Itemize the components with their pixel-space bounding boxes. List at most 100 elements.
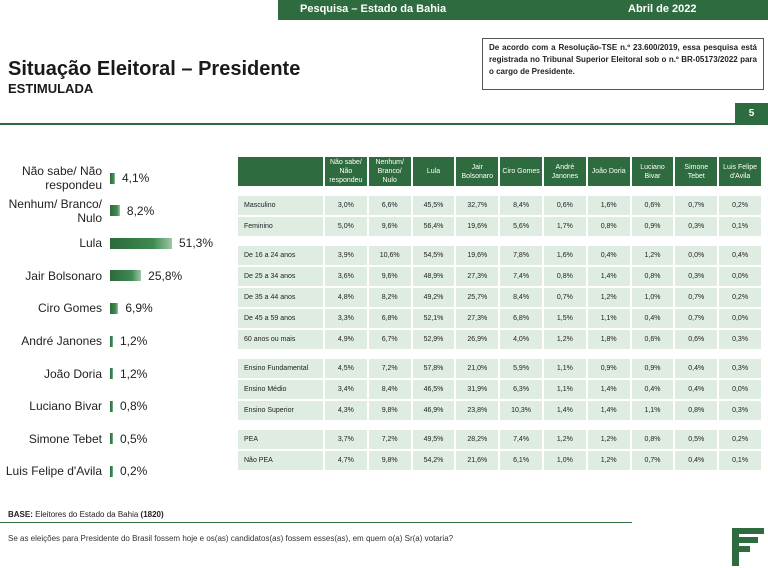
column-header: Não sabe/ Não respondeu xyxy=(325,157,367,186)
table-cell: 21,6% xyxy=(456,451,499,470)
table-cell: 0,8% xyxy=(543,267,586,286)
column-header: Jair Bolsonaro xyxy=(456,157,499,186)
table-cell: 0,4% xyxy=(631,309,674,328)
table-cell: 1,6% xyxy=(543,246,586,265)
table-cell: 9,6% xyxy=(368,267,411,286)
table-cell: 1,2% xyxy=(543,330,586,349)
table-cell: 0,3% xyxy=(675,267,718,286)
table-row: Ensino Médio 3,4% 8,4% 46,5% 31,9% 6,3% 1,1% 1,… xyxy=(238,380,761,399)
header-divider xyxy=(0,123,735,125)
table-row: 60 anos ou mais 4,9% 6,7% 52,9% 26,9% 4,0% 1,2… xyxy=(238,330,761,349)
table-cell: 1,2% xyxy=(631,246,674,265)
row-label: De 16 a 24 anos xyxy=(238,246,323,265)
table-cell: 8,4% xyxy=(368,380,411,399)
category-label: Lula xyxy=(79,236,102,251)
table-cell: 0,2% xyxy=(719,430,761,449)
column-header: Lula xyxy=(412,157,455,186)
group-spacer xyxy=(238,188,761,194)
table-cell: 6,3% xyxy=(500,380,542,399)
table-cell: 4,8% xyxy=(325,288,367,307)
table-cell: 0,4% xyxy=(719,246,761,265)
base-count: (1820) xyxy=(140,510,164,519)
base-text: Eleitores do Estado da Bahia xyxy=(35,510,139,519)
data-label: 1,2% xyxy=(120,366,148,381)
table-cell: 8,4% xyxy=(500,288,542,307)
page-title: Situação Eleitoral – Presidente xyxy=(8,58,301,80)
table-cell: 0,3% xyxy=(675,217,718,236)
table-cell: 0,9% xyxy=(587,359,630,378)
bar xyxy=(110,205,120,217)
table-cell: 8,2% xyxy=(368,288,411,307)
table-cell: 7,8% xyxy=(500,246,542,265)
table-cell: 23,8% xyxy=(456,401,499,420)
row-label: Masculino xyxy=(238,196,323,215)
table-cell: 0,9% xyxy=(631,217,674,236)
category-label: Ciro Gomes xyxy=(37,301,102,316)
table-row: De 25 a 34 anos 3,6% 9,6% 48,9% 27,3% 7,4% 0,8… xyxy=(238,267,761,286)
category-label: Simone Tebet xyxy=(28,431,102,446)
category-label: Não sabe/ Não respondeu xyxy=(21,164,102,192)
category-label: Jair Bolsonaro xyxy=(25,268,102,283)
bar xyxy=(110,400,113,412)
table-cell: 1,1% xyxy=(543,359,586,378)
table-cell: 1,5% xyxy=(543,309,586,328)
column-header: André Janones xyxy=(543,157,586,186)
table-row: Ensino Superior 4,3% 9,8% 46,9% 23,8% 10,3% 1,… xyxy=(238,401,761,420)
table-cell: 0,6% xyxy=(675,330,718,349)
table-cell: 9,8% xyxy=(368,451,411,470)
table-row: Não PEA 4,7% 9,8% 54,2% 21,6% 6,1% 1,0% 1,2% 0,7… xyxy=(238,451,761,470)
table-cell: 0,4% xyxy=(675,380,718,399)
category-label: Luis Felipe d'Avila xyxy=(5,464,102,479)
table-cell: 1,1% xyxy=(587,309,630,328)
table-cell: 8,4% xyxy=(500,196,542,215)
page-subtitle: ESTIMULADA xyxy=(8,81,94,96)
group-spacer xyxy=(238,238,761,244)
table-cell: 32,7% xyxy=(456,196,499,215)
survey-date: Abril de 2022 xyxy=(628,3,697,15)
table-cell: 0,6% xyxy=(631,196,674,215)
table-cell: 48,9% xyxy=(412,267,455,286)
table-row: De 45 a 59 anos 3,3% 6,8% 52,1% 27,3% 6,8% 1,5… xyxy=(238,309,761,328)
bar xyxy=(110,465,113,477)
spacer-cell xyxy=(238,188,761,194)
table-cell: 1,8% xyxy=(587,330,630,349)
table-row: Masculino 3,0% 6,6% 45,5% 32,7% 8,4% 0,6% 1,6% 0… xyxy=(238,196,761,215)
column-header: Ciro Gomes xyxy=(500,157,542,186)
table-cell: 0,3% xyxy=(719,359,761,378)
table-cell: 0,8% xyxy=(631,267,674,286)
table-cell: 1,2% xyxy=(543,430,586,449)
table-cell: 4,7% xyxy=(325,451,367,470)
table-cell: 5,6% xyxy=(500,217,542,236)
table-cell: 31,9% xyxy=(456,380,499,399)
table-cell: 6,8% xyxy=(368,309,411,328)
table-cell: 0,3% xyxy=(719,330,761,349)
category-label: André Janones xyxy=(21,334,102,348)
table-cell: 5,9% xyxy=(500,359,542,378)
table-cell: 9,8% xyxy=(368,401,411,420)
table-cell: 1,4% xyxy=(543,401,586,420)
table-cell: 1,4% xyxy=(587,380,630,399)
table-cell: 1,4% xyxy=(587,267,630,286)
table-cell: 0,7% xyxy=(543,288,586,307)
row-label: Ensino Superior xyxy=(238,401,323,420)
table-row: Feminino 5,0% 9,6% 56,4% 19,6% 5,6% 1,7% 0,8% 0,… xyxy=(238,217,761,236)
table-cell: 0,3% xyxy=(719,401,761,420)
row-label: Não PEA xyxy=(238,451,323,470)
table-cell: 0,4% xyxy=(675,359,718,378)
table-cell: 28,2% xyxy=(456,430,499,449)
table-cell: 7,2% xyxy=(368,430,411,449)
data-label: 0,5% xyxy=(120,431,148,446)
table-cell: 1,2% xyxy=(587,430,630,449)
table-cell: 10,6% xyxy=(368,246,411,265)
table-cell: 0,6% xyxy=(631,330,674,349)
table-row: Ensino Fundamental 4,5% 7,2% 57,8% 21,0% 5,9%… xyxy=(238,359,761,378)
table-cell: 0,7% xyxy=(631,451,674,470)
table-cell: 0,1% xyxy=(719,451,761,470)
table-cell: 1,0% xyxy=(631,288,674,307)
table-cell: 1,2% xyxy=(587,288,630,307)
table-cell: 1,7% xyxy=(543,217,586,236)
row-label: De 35 a 44 anos xyxy=(238,288,323,307)
row-label: De 45 a 59 anos xyxy=(238,309,323,328)
table-cell: 0,7% xyxy=(675,196,718,215)
column-header: Luciano Bivar xyxy=(631,157,674,186)
